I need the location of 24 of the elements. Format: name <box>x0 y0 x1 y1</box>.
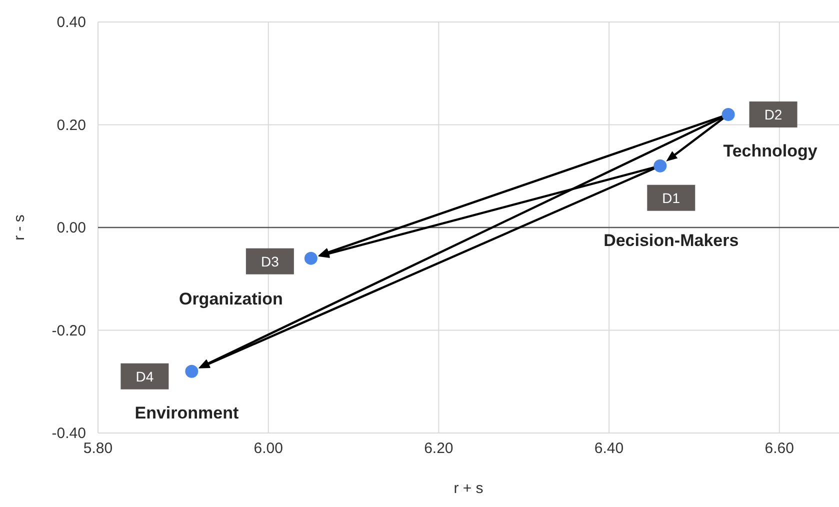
x-tick-label: 6.60 <box>764 440 794 457</box>
y-tick-label: -0.40 <box>52 425 86 442</box>
y-tick-label: 0.40 <box>56 14 86 31</box>
annotation: D1 <box>662 190 680 206</box>
annotation: Organization <box>178 289 283 308</box>
annotation: Environment <box>134 403 239 422</box>
point <box>304 252 318 265</box>
annotation: D3 <box>260 253 280 270</box>
x-tick-label: 5.80 <box>83 440 113 457</box>
annotation: D2 <box>764 106 782 122</box>
x-tick-label: 6.20 <box>424 440 454 457</box>
x-tick-label: 6.00 <box>254 440 283 457</box>
point <box>722 108 735 121</box>
x-axis-title: r + s <box>454 480 484 497</box>
point <box>185 364 198 378</box>
annotation: Decision-Makers <box>604 230 739 250</box>
annotation: Technology <box>723 141 818 160</box>
x-tick-label: 6.40 <box>594 440 624 457</box>
y-tick-label: -0.20 <box>52 322 86 340</box>
point <box>654 159 667 172</box>
y-axis-title: r - s <box>11 214 28 240</box>
y-tick-label: 0.00 <box>56 220 86 236</box>
annotation: D4 <box>136 368 154 384</box>
y-tick-label: 0.20 <box>56 116 86 134</box>
